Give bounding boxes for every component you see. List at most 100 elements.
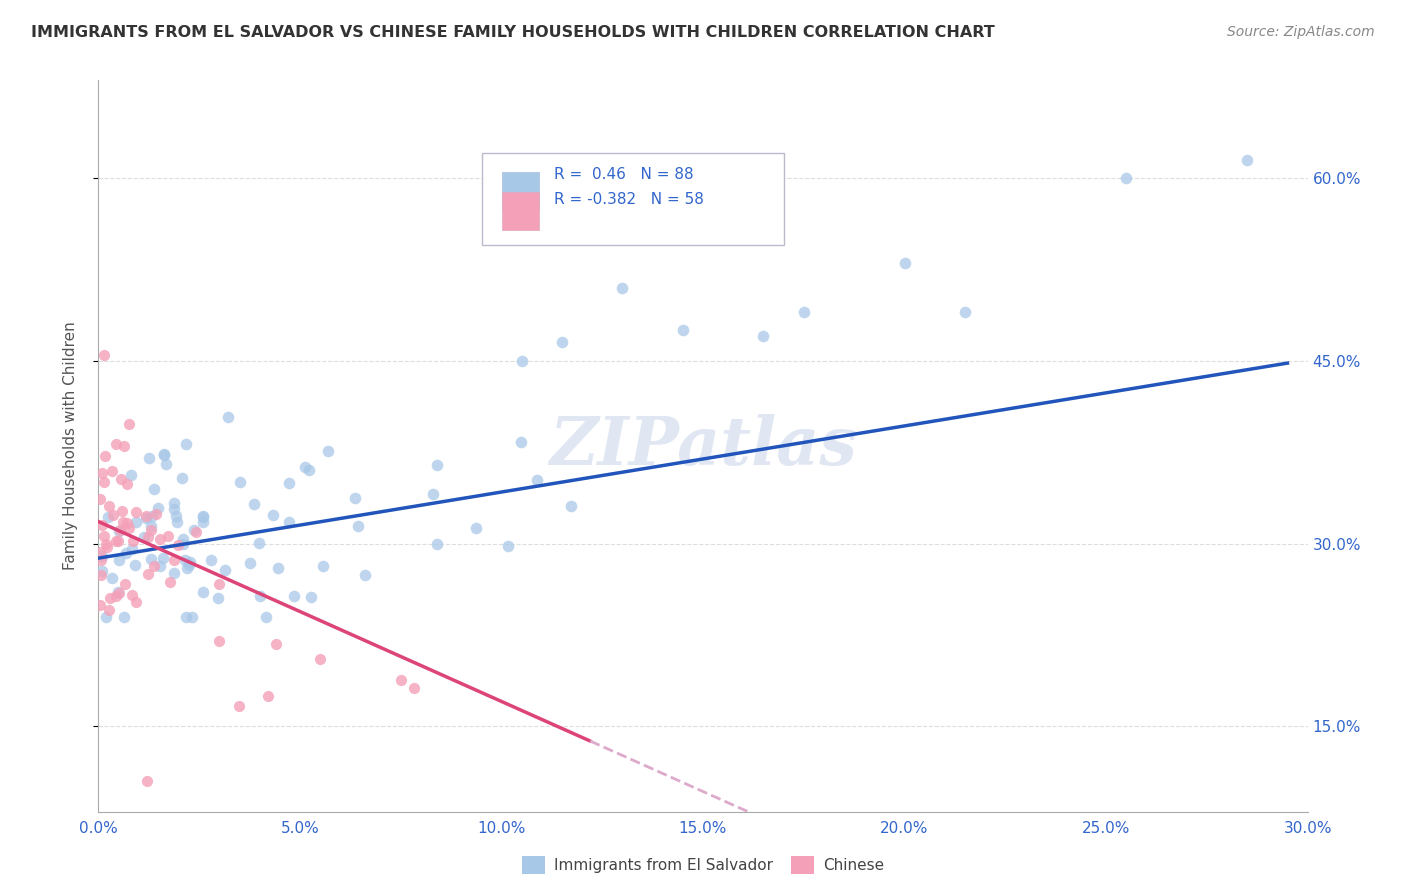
Point — [179, 555, 201, 569]
Point — [118, 521, 141, 535]
Point — [112, 609, 135, 624]
Point — [389, 673, 412, 687]
Point — [465, 521, 488, 535]
Point — [283, 590, 305, 604]
Point — [142, 482, 165, 496]
Point — [551, 335, 574, 350]
Point — [217, 410, 239, 425]
Point — [139, 552, 162, 566]
Point — [278, 516, 301, 530]
Point — [208, 634, 231, 648]
Point — [125, 515, 148, 529]
Point — [181, 609, 204, 624]
Point — [124, 558, 146, 572]
Point — [510, 353, 533, 368]
Point — [510, 435, 533, 450]
Point — [256, 609, 278, 624]
Point — [247, 536, 270, 550]
Point — [163, 553, 186, 567]
Point — [162, 501, 184, 516]
Point — [146, 501, 169, 516]
Point — [132, 530, 155, 544]
Point — [672, 323, 695, 337]
Point — [107, 524, 129, 538]
Point — [184, 524, 207, 539]
Point — [96, 540, 118, 554]
Point — [163, 566, 186, 580]
FancyBboxPatch shape — [502, 192, 538, 230]
Point — [114, 576, 136, 591]
Point — [93, 475, 115, 489]
Point — [141, 508, 163, 523]
Point — [108, 553, 131, 567]
Point — [422, 487, 444, 501]
Point — [193, 585, 215, 599]
Point — [97, 500, 120, 514]
Point — [1115, 170, 1137, 185]
Point — [347, 519, 370, 533]
Point — [426, 537, 449, 551]
Point — [166, 516, 188, 530]
Point — [122, 533, 145, 548]
Point — [344, 491, 367, 505]
Point — [101, 464, 124, 478]
Point — [118, 417, 141, 432]
Point — [120, 468, 142, 483]
Point — [174, 552, 197, 566]
Point — [177, 558, 200, 573]
Point — [298, 463, 321, 477]
Point — [496, 540, 519, 554]
Point — [135, 510, 157, 524]
Point — [143, 558, 166, 573]
Point — [91, 564, 114, 578]
Point — [91, 466, 114, 480]
Point — [238, 556, 260, 570]
Point — [173, 532, 195, 546]
Point — [98, 591, 121, 606]
Point — [125, 595, 148, 609]
Point — [243, 497, 266, 511]
Point — [404, 681, 426, 695]
Point — [107, 585, 129, 599]
Point — [752, 329, 775, 343]
Point — [103, 508, 125, 523]
Point — [93, 529, 115, 543]
Point — [264, 637, 287, 651]
Point — [176, 561, 198, 575]
Point — [141, 524, 163, 538]
Point — [793, 305, 815, 319]
Point — [191, 509, 214, 524]
Point — [172, 537, 194, 551]
Point — [262, 508, 284, 522]
Point — [115, 516, 138, 531]
Point — [249, 589, 271, 603]
Point — [174, 609, 197, 624]
Point — [94, 609, 117, 624]
Point — [299, 590, 322, 604]
Point — [312, 558, 335, 573]
Point — [152, 550, 174, 565]
Point — [229, 475, 252, 489]
Point — [94, 449, 117, 463]
Point — [94, 537, 117, 551]
Point — [165, 509, 187, 524]
Point — [112, 439, 135, 453]
FancyBboxPatch shape — [482, 153, 785, 244]
Point — [191, 516, 214, 530]
Point — [149, 558, 172, 573]
Point — [115, 546, 138, 560]
Point — [97, 510, 120, 524]
Point — [353, 568, 375, 582]
Point — [110, 523, 132, 537]
Point — [266, 561, 288, 575]
Point — [104, 533, 127, 548]
Point — [145, 507, 167, 521]
Point — [115, 476, 138, 491]
Point — [89, 598, 111, 612]
Point — [278, 476, 301, 491]
Point — [111, 504, 134, 518]
Point — [207, 591, 229, 605]
Point — [112, 515, 135, 529]
Legend: Immigrants from El Salvador, Chinese: Immigrants from El Salvador, Chinese — [516, 850, 890, 880]
Point — [139, 519, 162, 533]
